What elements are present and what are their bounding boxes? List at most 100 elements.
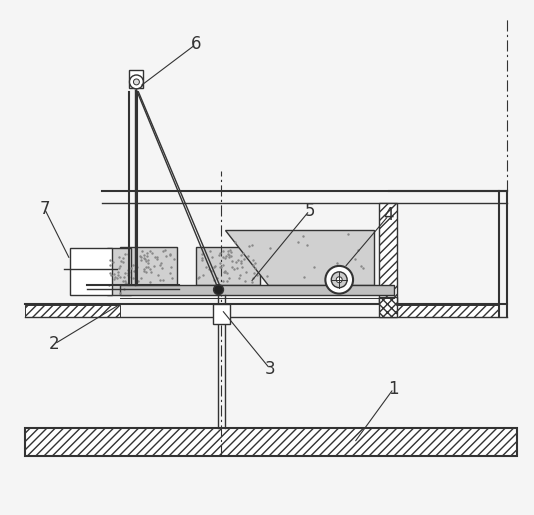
Point [351, 255, 359, 264]
Point [242, 268, 250, 277]
Point [235, 271, 244, 279]
Point [156, 261, 164, 269]
Circle shape [336, 277, 342, 283]
Point [221, 254, 230, 262]
Point [109, 270, 118, 279]
Bar [130, 70, 143, 88]
Point [237, 259, 246, 267]
Polygon shape [225, 230, 374, 285]
Point [218, 253, 227, 261]
Point [117, 257, 125, 265]
Point [248, 274, 257, 282]
Point [139, 265, 148, 273]
Point [112, 273, 121, 282]
Point [263, 272, 271, 280]
Point [357, 262, 365, 270]
Point [142, 252, 151, 260]
Point [121, 277, 130, 285]
Point [141, 255, 150, 263]
Point [121, 269, 130, 278]
Point [225, 252, 233, 261]
Point [148, 249, 156, 258]
Point [293, 238, 302, 246]
Point [137, 256, 145, 264]
Point [248, 256, 257, 265]
Point [157, 259, 166, 267]
Point [147, 268, 155, 276]
Bar [25, 428, 517, 456]
Point [226, 246, 234, 254]
Point [134, 277, 143, 285]
Point [199, 271, 208, 279]
Point [220, 268, 229, 277]
Point [110, 275, 119, 283]
Point [114, 268, 122, 276]
Point [170, 255, 178, 264]
Point [129, 274, 137, 282]
Point [219, 261, 228, 269]
Point [244, 252, 253, 260]
Point [120, 285, 129, 293]
Point [250, 268, 258, 277]
Point [145, 265, 154, 273]
Point [218, 247, 227, 255]
Point [154, 271, 162, 279]
Point [195, 273, 203, 281]
Point [213, 273, 221, 282]
Point [144, 263, 152, 271]
Point [121, 250, 129, 259]
Point [123, 269, 132, 277]
Point [116, 273, 124, 281]
Point [142, 268, 150, 277]
Point [245, 243, 254, 251]
Point [223, 277, 232, 285]
Point [221, 267, 229, 275]
Point [166, 268, 175, 277]
Circle shape [130, 75, 143, 89]
Point [193, 274, 202, 283]
Point [109, 258, 117, 266]
Point [130, 267, 138, 276]
Point [354, 245, 362, 253]
Point [206, 267, 215, 276]
Point [216, 263, 225, 271]
Point [216, 249, 224, 258]
Point [107, 271, 116, 279]
Text: 7: 7 [39, 199, 50, 217]
Point [123, 266, 132, 274]
Point [144, 255, 153, 264]
Point [144, 259, 153, 267]
Point [132, 269, 140, 278]
Bar [379, 202, 397, 304]
Circle shape [214, 285, 223, 295]
Point [198, 255, 207, 264]
Point [222, 252, 230, 260]
Bar [397, 305, 499, 317]
Point [333, 259, 341, 267]
Point [210, 263, 218, 271]
Point [226, 248, 235, 256]
Point [121, 279, 130, 287]
Point [145, 279, 154, 287]
Point [310, 263, 319, 271]
Point [240, 254, 248, 263]
Point [234, 256, 242, 264]
Point [119, 259, 127, 267]
Text: 2: 2 [49, 335, 60, 353]
Point [251, 264, 260, 272]
Point [225, 274, 234, 282]
Point [105, 281, 114, 289]
Point [215, 251, 223, 260]
Point [166, 251, 174, 260]
Point [142, 256, 151, 265]
Point [232, 258, 240, 266]
Point [221, 268, 229, 276]
Point [159, 276, 168, 284]
Point [136, 252, 145, 260]
Circle shape [325, 266, 353, 294]
Point [222, 269, 231, 278]
Point [124, 270, 133, 279]
Point [114, 271, 122, 279]
Point [239, 249, 247, 257]
Point [207, 252, 216, 261]
